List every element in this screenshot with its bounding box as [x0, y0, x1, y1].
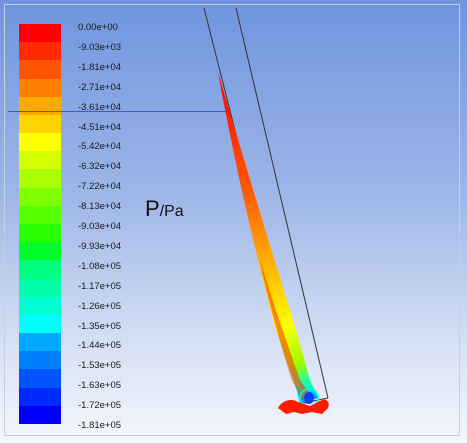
- legend-label: -4.51e+04: [78, 121, 122, 133]
- legend-label: -6.32e+04: [78, 161, 122, 173]
- legend-swatch: [19, 24, 61, 43]
- legend-swatch: [19, 42, 61, 61]
- pressure-contour-region: [218, 72, 318, 404]
- legend-swatch: [19, 296, 61, 316]
- colormap-legend: [19, 24, 61, 425]
- legend-label: -3.61e+04: [78, 101, 122, 113]
- legend-label: 0.00e+00: [78, 22, 118, 33]
- legend-label: -1.26e+05: [78, 300, 122, 312]
- legend-label: -7.22e+04: [78, 181, 122, 193]
- legend-swatch: [19, 369, 61, 389]
- legend-swatch: [19, 187, 61, 207]
- legend-swatch: [19, 78, 61, 98]
- legend-label: -1.63e+05: [78, 380, 122, 392]
- legend-swatch: [19, 114, 61, 134]
- legend-swatch: [19, 387, 61, 407]
- legend-swatch: [19, 278, 61, 298]
- legend-swatch: [19, 169, 61, 189]
- legend-label: -1.53e+05: [78, 360, 122, 372]
- legend-swatch: [19, 133, 61, 152]
- legend-swatch: [19, 205, 61, 225]
- variable-label: P/Pa: [145, 196, 184, 222]
- legend-label: -1.17e+05: [78, 280, 122, 292]
- variable-unit: /Pa: [159, 203, 184, 220]
- legend-label: -8.13e+04: [78, 201, 122, 213]
- splash-region: [278, 399, 329, 414]
- probe-line: [8, 111, 228, 112]
- legend-swatch: [19, 96, 61, 116]
- legend-swatch: [19, 405, 61, 425]
- legend-label: -9.03e+04: [78, 221, 122, 232]
- legend-swatch: [19, 60, 61, 80]
- legend-swatch: [19, 151, 61, 170]
- legend-swatch: [19, 333, 61, 352]
- legend-swatch: [19, 242, 61, 261]
- legend-label: -1.81e+05: [78, 420, 122, 431]
- legend-label: -2.71e+04: [78, 81, 122, 93]
- channel-wall-right: [235, 7, 329, 399]
- legend-label: -5.42e+04: [78, 141, 122, 153]
- legend-label: -9.03e+03: [78, 41, 122, 53]
- legend-label: -1.35e+05: [78, 320, 122, 332]
- legend-label: -9.93e+04: [78, 240, 122, 252]
- low-pressure-zone: [304, 392, 314, 404]
- legend-label: -1.81e+04: [78, 61, 122, 73]
- legend-swatch: [19, 351, 61, 370]
- legend-label: -1.08e+05: [78, 260, 122, 272]
- legend-label: -1.72e+05: [78, 400, 122, 412]
- legend-swatch: [19, 260, 61, 280]
- variable-symbol: P: [145, 196, 160, 221]
- legend-label: -1.44e+05: [78, 340, 122, 352]
- legend-swatch: [19, 314, 61, 334]
- legend-swatch: [19, 224, 61, 243]
